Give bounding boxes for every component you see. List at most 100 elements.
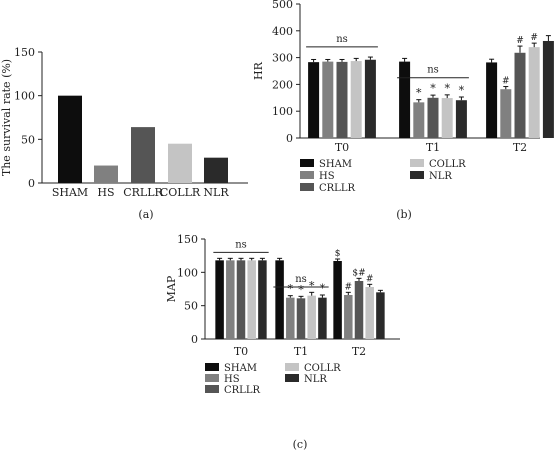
x-tick-label: HS	[97, 186, 114, 199]
legend-swatch-crllr	[205, 385, 219, 393]
bar-sham	[58, 95, 82, 183]
bar-collr-t0	[247, 260, 256, 339]
legend-swatch-collr	[285, 363, 299, 371]
x-tick-label: T2	[513, 141, 527, 154]
legend-swatch-crllr	[300, 183, 314, 191]
x-tick-label: COLLR	[160, 186, 201, 199]
x-tick-label: T0	[335, 141, 349, 154]
ns-label: ns	[295, 274, 307, 285]
ns-label: ns	[336, 34, 348, 45]
bar-hs-t2	[344, 295, 353, 339]
panel-label: (b)	[396, 208, 412, 221]
bar-nlr-t0	[364, 59, 376, 138]
x-tick-label: T1	[426, 141, 440, 154]
bar-nlr-t1	[455, 100, 467, 138]
significance-mark: $	[335, 249, 341, 259]
bar-collr	[168, 143, 192, 183]
y-tick-label: 100	[272, 105, 293, 118]
significance-mark: $#	[352, 268, 365, 278]
y-tick-label: 0	[28, 177, 35, 190]
significance-mark: *	[416, 87, 422, 100]
bar-crllr-t0	[236, 260, 246, 339]
legend-label: SHAM	[319, 159, 352, 170]
x-tick-label: T1	[294, 345, 308, 358]
legend-swatch-hs	[300, 171, 314, 179]
legend-label: CRLLR	[319, 183, 355, 194]
y-tick-label: 200	[272, 78, 293, 91]
bar-nlr-t2	[542, 40, 554, 138]
legend-label: NLR	[429, 171, 452, 182]
y-tick-label: 0	[191, 333, 198, 346]
legend-label: HS	[319, 171, 335, 182]
legend-swatch-hs	[205, 374, 219, 382]
x-tick-label: CRLLR	[123, 186, 163, 199]
y-tick-label: 50	[184, 300, 198, 313]
y-tick-label: 50	[21, 133, 35, 146]
legend-label: COLLR	[429, 159, 466, 170]
y-tick-label: 500	[272, 0, 293, 11]
significance-mark: *	[288, 283, 294, 296]
y-tick-label: 300	[272, 52, 293, 65]
significance-mark: #	[345, 282, 353, 292]
y-axis-label: The survival rate (%)	[0, 59, 13, 176]
bar-hs	[94, 165, 118, 183]
bar-crllr-t1	[296, 298, 306, 339]
y-tick-label: 150	[14, 46, 35, 59]
significance-mark: #	[502, 77, 510, 87]
bar-hs-t0	[226, 260, 235, 339]
ns-label: ns	[235, 239, 247, 250]
legend-swatch-collr	[410, 159, 424, 167]
bar-collr-t2	[528, 47, 540, 139]
legend-label: CRLLR	[224, 385, 260, 396]
ns-label: ns	[427, 65, 439, 76]
bar-nlr-t2	[376, 292, 385, 339]
bar-collr-t1	[307, 295, 316, 339]
significance-mark: *	[309, 279, 315, 292]
y-axis-label: HR	[252, 61, 265, 80]
bar-crllr-t0	[336, 61, 348, 138]
significance-mark: *	[320, 282, 326, 295]
y-tick-label: 150	[177, 233, 198, 246]
x-tick-label: NLR	[203, 186, 229, 199]
bar-crllr-t1	[427, 97, 439, 138]
bar-sham-t1	[275, 260, 284, 339]
legend-swatch-nlr	[410, 171, 424, 179]
bar-sham-t0	[215, 260, 224, 339]
legend-swatch-sham	[205, 363, 219, 371]
y-axis-label: MAP	[165, 275, 178, 302]
legend-label: NLR	[304, 374, 327, 385]
y-tick-label: 100	[177, 266, 198, 279]
legend-label: HS	[224, 374, 240, 385]
bar-nlr-t1	[318, 297, 327, 339]
bar-crllr-t2	[514, 52, 526, 138]
significance-mark: #	[366, 274, 374, 284]
bar-collr-t0	[350, 61, 362, 138]
bar-sham-t2	[486, 62, 498, 139]
y-tick-label: 400	[272, 25, 293, 38]
y-tick-label: 0	[286, 132, 293, 145]
x-tick-label: T0	[234, 345, 248, 358]
bar-nlr	[204, 157, 228, 183]
bar-hs-t1	[286, 297, 295, 339]
significance-mark: #	[516, 36, 524, 46]
bar-hs-t0	[322, 61, 334, 139]
x-tick-label: T2	[352, 345, 366, 358]
bar-nlr-t0	[258, 260, 267, 339]
panel-b-hr-chart: 0 100 200 300 400 500 HR T0 * * * * T1 # # # T2 ns ns SHAMH…	[252, 0, 554, 221]
panel-label: (a)	[138, 208, 153, 221]
significance-mark: #	[530, 33, 538, 43]
bar-sham-t2	[333, 261, 342, 339]
significance-mark: *	[298, 283, 304, 296]
legend-swatch-sham	[300, 159, 314, 167]
significance-mark: *	[444, 82, 450, 95]
bar-collr-t1	[441, 98, 453, 138]
bar-sham-t0	[308, 62, 320, 138]
panel-label: (c)	[293, 438, 308, 451]
bar-crllr	[131, 127, 155, 183]
legend-label: COLLR	[304, 363, 341, 374]
significance-mark: *	[459, 84, 465, 97]
bar-collr-t2	[365, 287, 374, 339]
legend-label: SHAM	[224, 363, 257, 374]
